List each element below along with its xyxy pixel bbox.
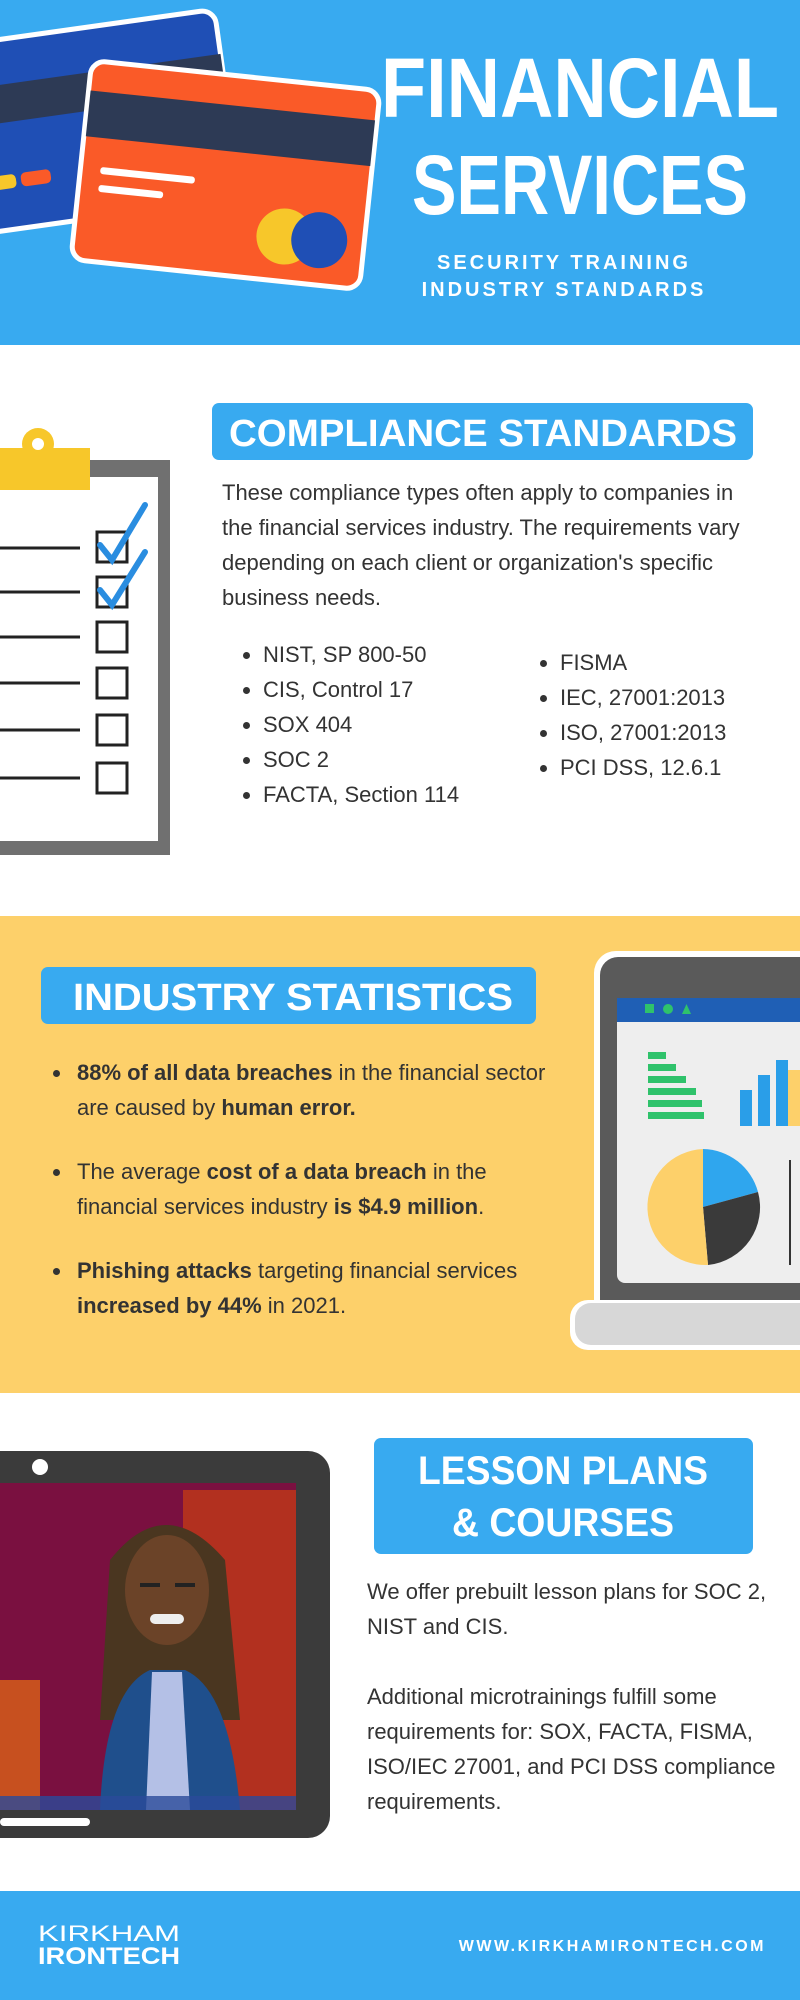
title-box bbox=[374, 1438, 753, 1554]
logo-text: IRONTECH bbox=[38, 1943, 180, 1970]
page-title: FINANCIAL bbox=[381, 41, 779, 135]
stat-item: Phishing attacks targeting financial ser… bbox=[73, 1253, 553, 1323]
paragraph: Additional microtrainings fulfill some r… bbox=[367, 1684, 776, 1814]
stat-item: The average cost of a data breach in the… bbox=[73, 1154, 553, 1224]
list-item: NIST, SP 800-50 bbox=[263, 637, 459, 672]
section-title: INDUSTRY STATISTICS bbox=[73, 977, 513, 1019]
stat-text: in the financial sector are caused by bbox=[77, 1060, 546, 1120]
stat-text: Phishing attacks bbox=[77, 1258, 252, 1283]
standards-list: NIST, SP 800-50CIS, Control 17SOX 404SOC… bbox=[239, 637, 459, 812]
stat-text: in the financial services industry bbox=[77, 1159, 487, 1219]
lessons-text: We offer prebuilt lesson plans for SOC 2… bbox=[367, 1574, 777, 1854]
subtitle: INDUSTRY STANDARDS bbox=[422, 279, 707, 301]
section-title: LESSON PLANS bbox=[418, 1449, 708, 1493]
list-item: FACTA, Section 114 bbox=[263, 777, 459, 812]
list-item: IEC, 27001:2013 bbox=[560, 680, 726, 715]
video-tablet bbox=[0, 1451, 330, 1838]
stat-text: 88% of all data breaches bbox=[77, 1060, 333, 1085]
subtitle: SECURITY TRAINING bbox=[437, 252, 691, 274]
list-item: SOC 2 bbox=[263, 742, 459, 777]
page-title: SERVICES bbox=[412, 138, 748, 232]
section-title: & COURSES bbox=[452, 1501, 674, 1545]
stat-text: targeting financial services bbox=[251, 1258, 518, 1283]
stat-item: 88% of all data breaches in the financia… bbox=[73, 1055, 553, 1125]
stat-text: is $4.9 million bbox=[333, 1194, 479, 1219]
stat-text: The average bbox=[77, 1159, 207, 1184]
laptop bbox=[570, 951, 800, 1350]
list-item: ISO, 27001:2013 bbox=[560, 715, 726, 750]
stat-text: increased by 44% bbox=[77, 1293, 262, 1318]
standards-list: FISMAIEC, 27001:2013ISO, 27001:2013PCI D… bbox=[536, 645, 726, 785]
footer-band bbox=[0, 1891, 800, 2000]
stat-text: . bbox=[478, 1194, 485, 1219]
stat-text: human error. bbox=[221, 1095, 356, 1120]
website-url[interactable]: WWW.KIRKHAMIRONTECH.COM bbox=[459, 1938, 766, 1955]
list-item: FISMA bbox=[560, 645, 726, 680]
list-item: SOX 404 bbox=[263, 707, 459, 742]
stat-text: cost of a data breach bbox=[206, 1159, 427, 1184]
stats-list: 88% of all data breaches in the financia… bbox=[49, 1055, 553, 1352]
list-item: PCI DSS, 12.6.1 bbox=[560, 750, 726, 785]
section-title: COMPLIANCE STANDARDS bbox=[229, 413, 737, 455]
stat-text: in 2021. bbox=[261, 1293, 347, 1318]
title-box bbox=[212, 403, 753, 460]
paragraph: We offer prebuilt lesson plans for SOC 2… bbox=[367, 1579, 767, 1639]
logo-text: KIRKHAM bbox=[38, 1921, 180, 1946]
list-item: CIS, Control 17 bbox=[263, 672, 459, 707]
clipboard bbox=[0, 428, 170, 855]
intro-text: These compliance types often apply to co… bbox=[222, 480, 740, 610]
title-box bbox=[41, 967, 536, 1024]
card-front bbox=[69, 59, 382, 291]
